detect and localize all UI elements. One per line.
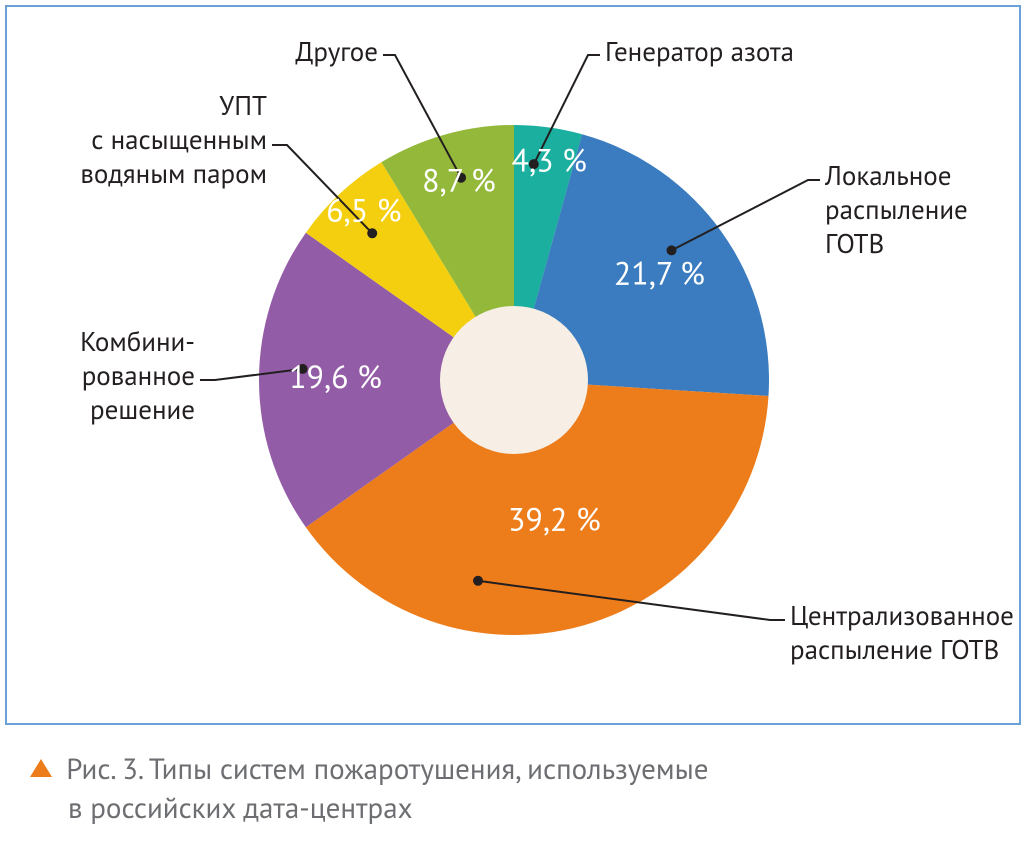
slice-pct-combo: 19,6 % [289, 355, 382, 397]
slice-pct-other: 8,7 % [422, 159, 496, 201]
slice-pct-steam: 6,5 % [326, 188, 401, 230]
ext-label-combo: Комбини- рованное решение [80, 326, 195, 427]
figure-caption: Рис. 3. Типы систем пожаротушения, испол… [30, 750, 990, 828]
slice-pct-central_gotv: 39,2 % [508, 497, 601, 539]
slice-pct-local_gotv: 21,7 % [614, 251, 705, 293]
slice-pct-nitrogen: 4,3 % [512, 139, 587, 181]
ext-label-steam: УПТ с насыщенным водяным паром [80, 90, 267, 191]
caption-line1: Рис. 3. Типы систем пожаротушения, испол… [66, 750, 708, 788]
caption-line2: в российских дата-центрах [30, 789, 990, 828]
ext-label-central_gotv: Централизованное распыление ГОТВ [790, 600, 1014, 668]
caption-triangle-icon [30, 759, 52, 777]
ext-label-other: Другое [295, 36, 378, 70]
ext-label-nitrogen: Генератор азота [605, 36, 794, 70]
ext-label-local_gotv: Локальное распыление ГОТВ [825, 160, 968, 261]
donut-hole [440, 306, 588, 454]
